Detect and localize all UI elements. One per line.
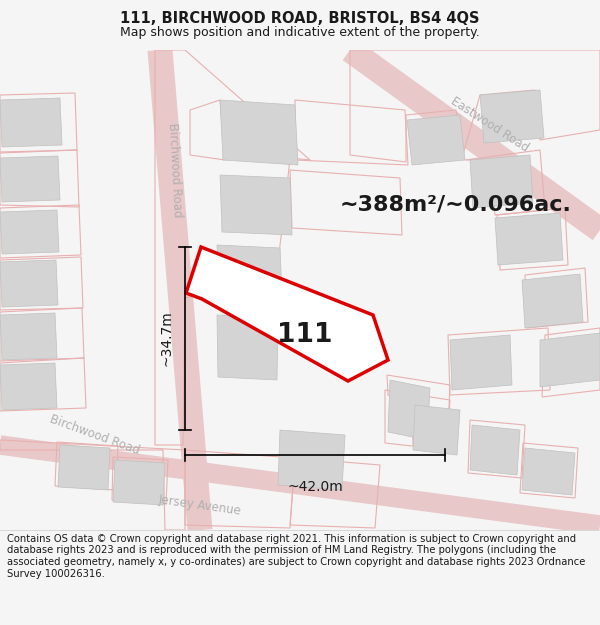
Text: Birchwood Road: Birchwood Road (48, 412, 142, 458)
Polygon shape (0, 363, 57, 410)
Polygon shape (450, 335, 512, 390)
Polygon shape (495, 213, 563, 265)
Polygon shape (113, 460, 165, 505)
Polygon shape (540, 333, 600, 387)
Text: 111, BIRCHWOOD ROAD, BRISTOL, BS4 4QS: 111, BIRCHWOOD ROAD, BRISTOL, BS4 4QS (120, 11, 480, 26)
Polygon shape (58, 445, 110, 490)
Text: Jersey Avenue: Jersey Avenue (158, 492, 242, 518)
Polygon shape (0, 156, 60, 202)
Text: ~388m²/~0.096ac.: ~388m²/~0.096ac. (340, 195, 572, 215)
Polygon shape (220, 100, 298, 165)
Polygon shape (522, 274, 583, 328)
Polygon shape (217, 245, 282, 295)
Polygon shape (0, 210, 59, 254)
Polygon shape (470, 425, 520, 475)
Polygon shape (0, 313, 57, 360)
Polygon shape (278, 430, 345, 490)
Text: Map shows position and indicative extent of the property.: Map shows position and indicative extent… (120, 26, 480, 39)
Polygon shape (186, 247, 388, 381)
Polygon shape (220, 175, 292, 235)
Text: Eastwood Road: Eastwood Road (449, 95, 532, 155)
Polygon shape (0, 260, 58, 307)
Polygon shape (470, 155, 533, 208)
Text: ~34.7m: ~34.7m (159, 310, 173, 366)
Text: Birchwood Road: Birchwood Road (166, 122, 184, 218)
Polygon shape (388, 380, 430, 440)
Polygon shape (407, 115, 465, 165)
Text: ~42.0m: ~42.0m (287, 480, 343, 494)
Polygon shape (413, 405, 460, 455)
Text: Contains OS data © Crown copyright and database right 2021. This information is : Contains OS data © Crown copyright and d… (7, 534, 586, 579)
Polygon shape (522, 448, 575, 495)
Polygon shape (480, 90, 544, 143)
Polygon shape (0, 98, 62, 147)
Text: 111: 111 (277, 322, 333, 348)
Polygon shape (217, 315, 278, 380)
